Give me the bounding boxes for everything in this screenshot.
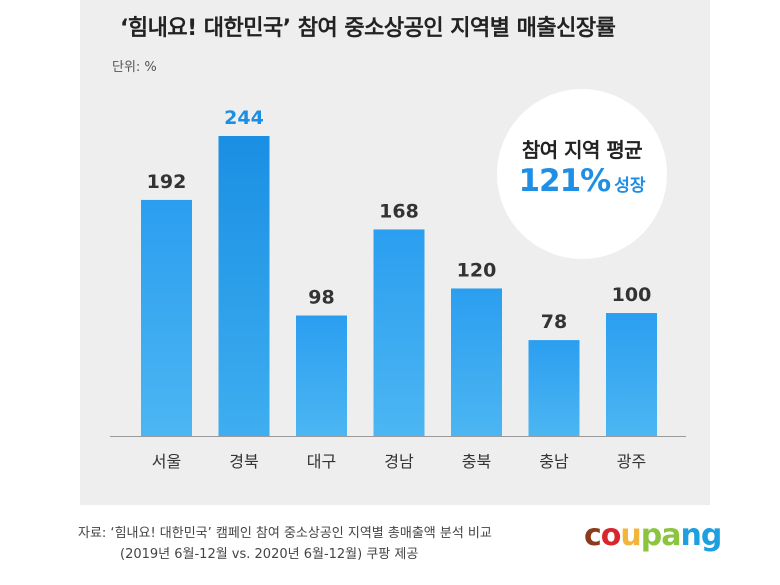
value-label: 98 <box>308 287 334 309</box>
source-line-1: 자료: ‘힘내요! 대한민국’ 캠페인 참여 중소상공인 지역별 총매출액 분석… <box>78 526 492 541</box>
category-label: 서울 <box>152 452 181 471</box>
value-label: 120 <box>457 259 497 281</box>
source-note: 자료: ‘힘내요! 대한민국’ 캠페인 참여 중소상공인 지역별 총매출액 분석… <box>78 523 492 565</box>
bar-서울 <box>141 199 192 436</box>
bar-경북 <box>218 136 270 436</box>
bar-대구 <box>296 315 347 436</box>
bar-충남 <box>528 340 580 436</box>
category-label: 대구 <box>307 452 336 471</box>
category-label: 충남 <box>539 452 569 471</box>
category-label: 광주 <box>617 452 646 471</box>
source-line-2: (2019년 6월-12월 vs. 2020년 6월-12월) 쿠팡 제공 <box>120 547 419 562</box>
bar-광주 <box>606 313 657 436</box>
bar-충북 <box>451 288 502 436</box>
unit-label: 단위: % <box>112 60 157 75</box>
category-label: 충북 <box>462 452 491 471</box>
coupang-logo: coupang <box>584 518 723 553</box>
logo-letter: a <box>661 518 681 553</box>
average-bubble: 참여 지역 평균 121% 성장 <box>497 89 667 259</box>
value-label: 244 <box>224 107 264 129</box>
logo-letter: p <box>640 518 663 553</box>
logo-letter: u <box>620 518 641 553</box>
value-label: 192 <box>147 171 187 193</box>
average-label: 참여 지역 평균 <box>521 138 643 162</box>
bar-chart: 192 서울 244 경북 98 대구 168 경남 120 충북 78 충남 100 광주 <box>110 107 686 471</box>
value-label: 168 <box>379 200 419 222</box>
bar-경남 <box>373 229 425 436</box>
value-label: 78 <box>541 311 567 333</box>
average-suffix: 성장 <box>614 176 646 196</box>
logo-letter: n <box>680 518 702 553</box>
value-label: 100 <box>612 284 652 306</box>
average-value: 121% <box>518 163 611 199</box>
category-label: 경북 <box>229 452 258 471</box>
logo-letter: c <box>584 518 602 553</box>
logo-letter: g <box>700 518 723 553</box>
logo-letter: o <box>600 518 622 553</box>
category-label: 경남 <box>384 452 414 471</box>
average-line: 121% 성장 <box>497 163 667 199</box>
chart-title: ‘힘내요! 대한민국’ 참여 중소상공인 지역별 매출신장률 <box>120 16 616 41</box>
